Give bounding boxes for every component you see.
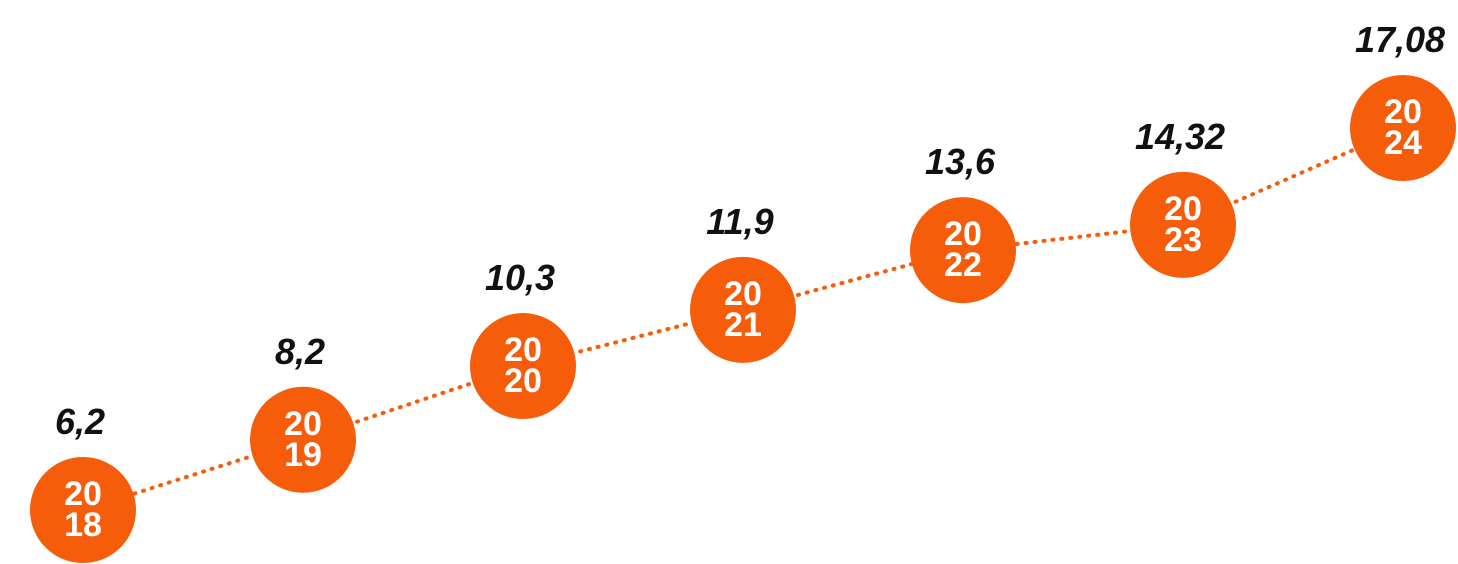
year-label: 2019	[284, 404, 322, 474]
year-label: 2018	[64, 475, 102, 544]
value-label: 8,2	[274, 330, 326, 372]
year-label: 2022	[944, 215, 982, 285]
year-label: 2021	[724, 274, 762, 344]
point	[250, 386, 356, 493]
value-label: 6,2	[54, 401, 106, 442]
point	[1130, 171, 1236, 278]
point	[910, 197, 1016, 304]
value-label: 17,08	[1354, 19, 1446, 60]
value-label: 13,6	[924, 141, 996, 183]
year-label: 2020	[504, 331, 542, 401]
point	[1350, 75, 1456, 181]
value-label: 11,9	[706, 200, 774, 242]
point	[690, 256, 796, 363]
value-label: 14,32	[1134, 115, 1226, 157]
year-label: 2024	[1384, 93, 1422, 162]
year-label: 2023	[1164, 189, 1202, 259]
value-label: 10,3	[484, 257, 556, 299]
point	[470, 313, 576, 420]
point	[30, 457, 136, 563]
